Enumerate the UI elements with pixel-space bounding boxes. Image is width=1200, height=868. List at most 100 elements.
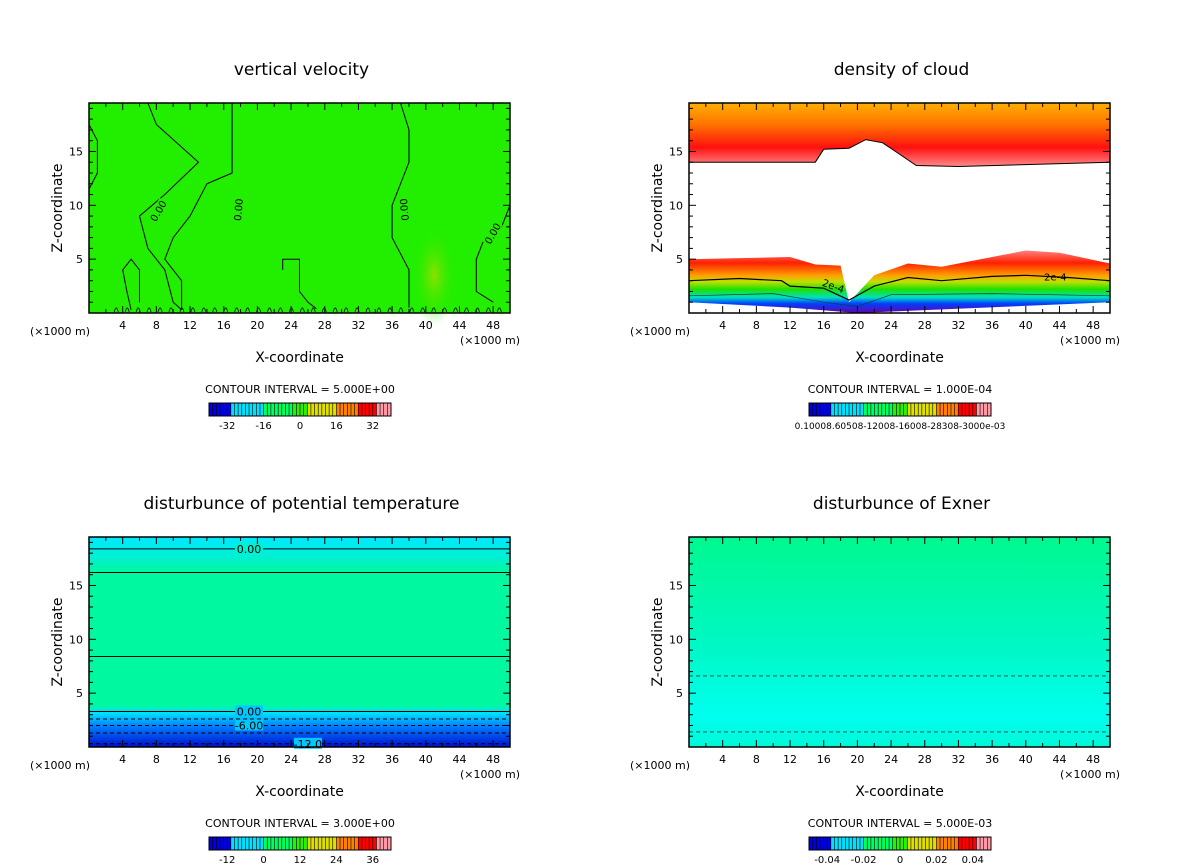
colorbar-swatch: [387, 403, 392, 416]
y-axis-label: Z-coordinate: [650, 163, 666, 252]
field-fill: [689, 537, 1110, 747]
colorbar-swatch: [849, 837, 854, 850]
colorbar-frame: [808, 836, 992, 851]
surface-contour: [124, 307, 130, 313]
colorbar-swatch: [969, 403, 974, 416]
x-tick-label: 40: [419, 319, 433, 332]
colorbar-swatch: [314, 403, 319, 416]
colorbar-swatch: [852, 403, 857, 416]
colorbar-swatch: [292, 403, 297, 416]
x-unit-left: (×1000 m): [630, 325, 690, 338]
colorbar-swatch: [314, 837, 319, 850]
colorbar-swatch: [256, 403, 261, 416]
colorbar-swatch: [980, 837, 985, 850]
plot-frame: [88, 102, 511, 314]
x-tick-label: 36: [385, 753, 399, 766]
colorbar-tick-label: -32: [219, 421, 235, 432]
colorbar-swatch: [241, 837, 246, 850]
panel-density-of-cloud: 2e-4 2e-4 4 8 12 16 20 24 28 32 36 40 44 48 5 10 15 (×100…: [600, 0, 1200, 434]
colorbar-swatch: [878, 837, 883, 850]
colorbar-swatch: [874, 837, 879, 850]
colorbar-tick-label: -12: [219, 855, 235, 866]
x-axis-label: X-coordinate: [855, 784, 944, 800]
colorbar-swatch: [849, 403, 854, 416]
colorbar-swatch: [321, 837, 326, 850]
surface-contour: [212, 307, 218, 313]
x-tick-label: 12: [183, 753, 197, 766]
colorbar-swatch: [809, 837, 814, 850]
x-unit-left: (×1000 m): [30, 325, 90, 338]
contour-label: 0.00: [399, 198, 412, 221]
y-tick-label: 10: [669, 633, 683, 646]
colorbar-swatch: [372, 403, 377, 416]
colorbar-swatch: [972, 837, 977, 850]
contour-interval-label: CONTOUR INTERVAL = 1.000E-04: [808, 383, 992, 396]
colorbar-swatch: [972, 403, 977, 416]
y-tick-label: 5: [76, 687, 83, 700]
colorbar-swatch: [925, 837, 930, 850]
colorbar-swatch: [354, 403, 359, 416]
x-tick-label: 44: [452, 753, 466, 766]
colorbar-swatch: [350, 837, 356, 850]
colorbar-swatch: [874, 403, 879, 416]
surface-contour: [420, 307, 426, 313]
upper-cloud-layer: [689, 103, 1110, 167]
colorbar-swatch: [889, 403, 894, 416]
y-tick-label: 5: [76, 253, 83, 266]
colorbar-swatch: [896, 837, 901, 850]
colorbar-swatch: [263, 837, 268, 850]
colorbar-swatch: [885, 837, 890, 850]
colorbar-swatch: [921, 403, 926, 416]
chart-disturbance-potential-temperature: 0.000.00-6.00-12.04 8 12 16 20 24 28 32 36 40 44 48…: [30, 494, 520, 866]
colorbar-frame: [808, 402, 992, 417]
surface-contour: [234, 307, 240, 313]
colorbar-swatch: [274, 837, 279, 850]
panel-disturbance-exner: 4 8 12 16 20 24 28 32 36 40 44 48 5 10 15 (×1000 m) (×10…: [600, 434, 1200, 868]
x-tick-label: 4: [119, 319, 126, 332]
colorbar-tick-label: -0.02: [851, 855, 877, 866]
colorbar-swatch: [380, 403, 385, 416]
surface-contour: [146, 307, 152, 313]
positive-anomaly: [412, 225, 457, 326]
colorbar-swatch: [209, 837, 214, 850]
colorbar-swatch: [281, 837, 286, 850]
colorbar-swatch: [954, 403, 959, 416]
colorbar-swatch: [270, 837, 276, 850]
surface-contour: [256, 307, 261, 313]
colorbar-swatch: [369, 403, 374, 416]
chart-title: disturbunce of Exner: [813, 494, 990, 514]
colorbar-swatch: [332, 837, 337, 850]
x-tick-label: 48: [1086, 753, 1100, 766]
colorbar-swatch: [219, 403, 225, 416]
colorbar-frame: [208, 402, 392, 417]
chart-density-of-cloud: 2e-4 2e-44 8 12 16 20 24 28 32 36 40 44 4851015(×100…: [630, 60, 1120, 432]
x-unit-right: (×1000 m): [460, 334, 520, 347]
colorbar-swatch: [914, 403, 919, 416]
colorbar-swatch: [954, 837, 959, 850]
colorbar-swatch: [947, 837, 952, 850]
panel-disturbance-potential-temperature: 0.00 0.00 -6.00 -12.0 4 8 12 16 20 24 28 32 36 40 44 48…: [0, 434, 600, 868]
x-tick-label: 36: [985, 753, 999, 766]
colorbar-swatch: [976, 403, 981, 416]
x-tick-label: 32: [351, 753, 365, 766]
colorbar-swatch: [918, 403, 923, 416]
x-tick-label: 40: [1019, 319, 1033, 332]
colorbar-swatch: [976, 837, 981, 850]
x-tick-label: 20: [250, 319, 264, 332]
colorbar-tick-label: 0.02: [925, 855, 947, 866]
colorbar-swatch: [943, 837, 948, 850]
colorbar-swatch: [983, 403, 988, 416]
colorbar-swatch: [212, 403, 217, 416]
x-tick-label: 20: [250, 753, 264, 766]
plot-frame: [688, 102, 1111, 314]
colorbar-swatch: [358, 837, 363, 850]
colorbar-swatch: [340, 837, 345, 850]
colorbar-swatch: [859, 837, 865, 850]
contour-line: [475, 205, 511, 303]
x-tick-label: 8: [153, 753, 160, 766]
surface-contour: [398, 307, 404, 313]
colorbar-swatch: [892, 837, 897, 850]
x-axis-label: X-coordinate: [255, 784, 344, 800]
colorbar-swatch: [329, 837, 334, 850]
x-tick-label: 24: [884, 319, 898, 332]
